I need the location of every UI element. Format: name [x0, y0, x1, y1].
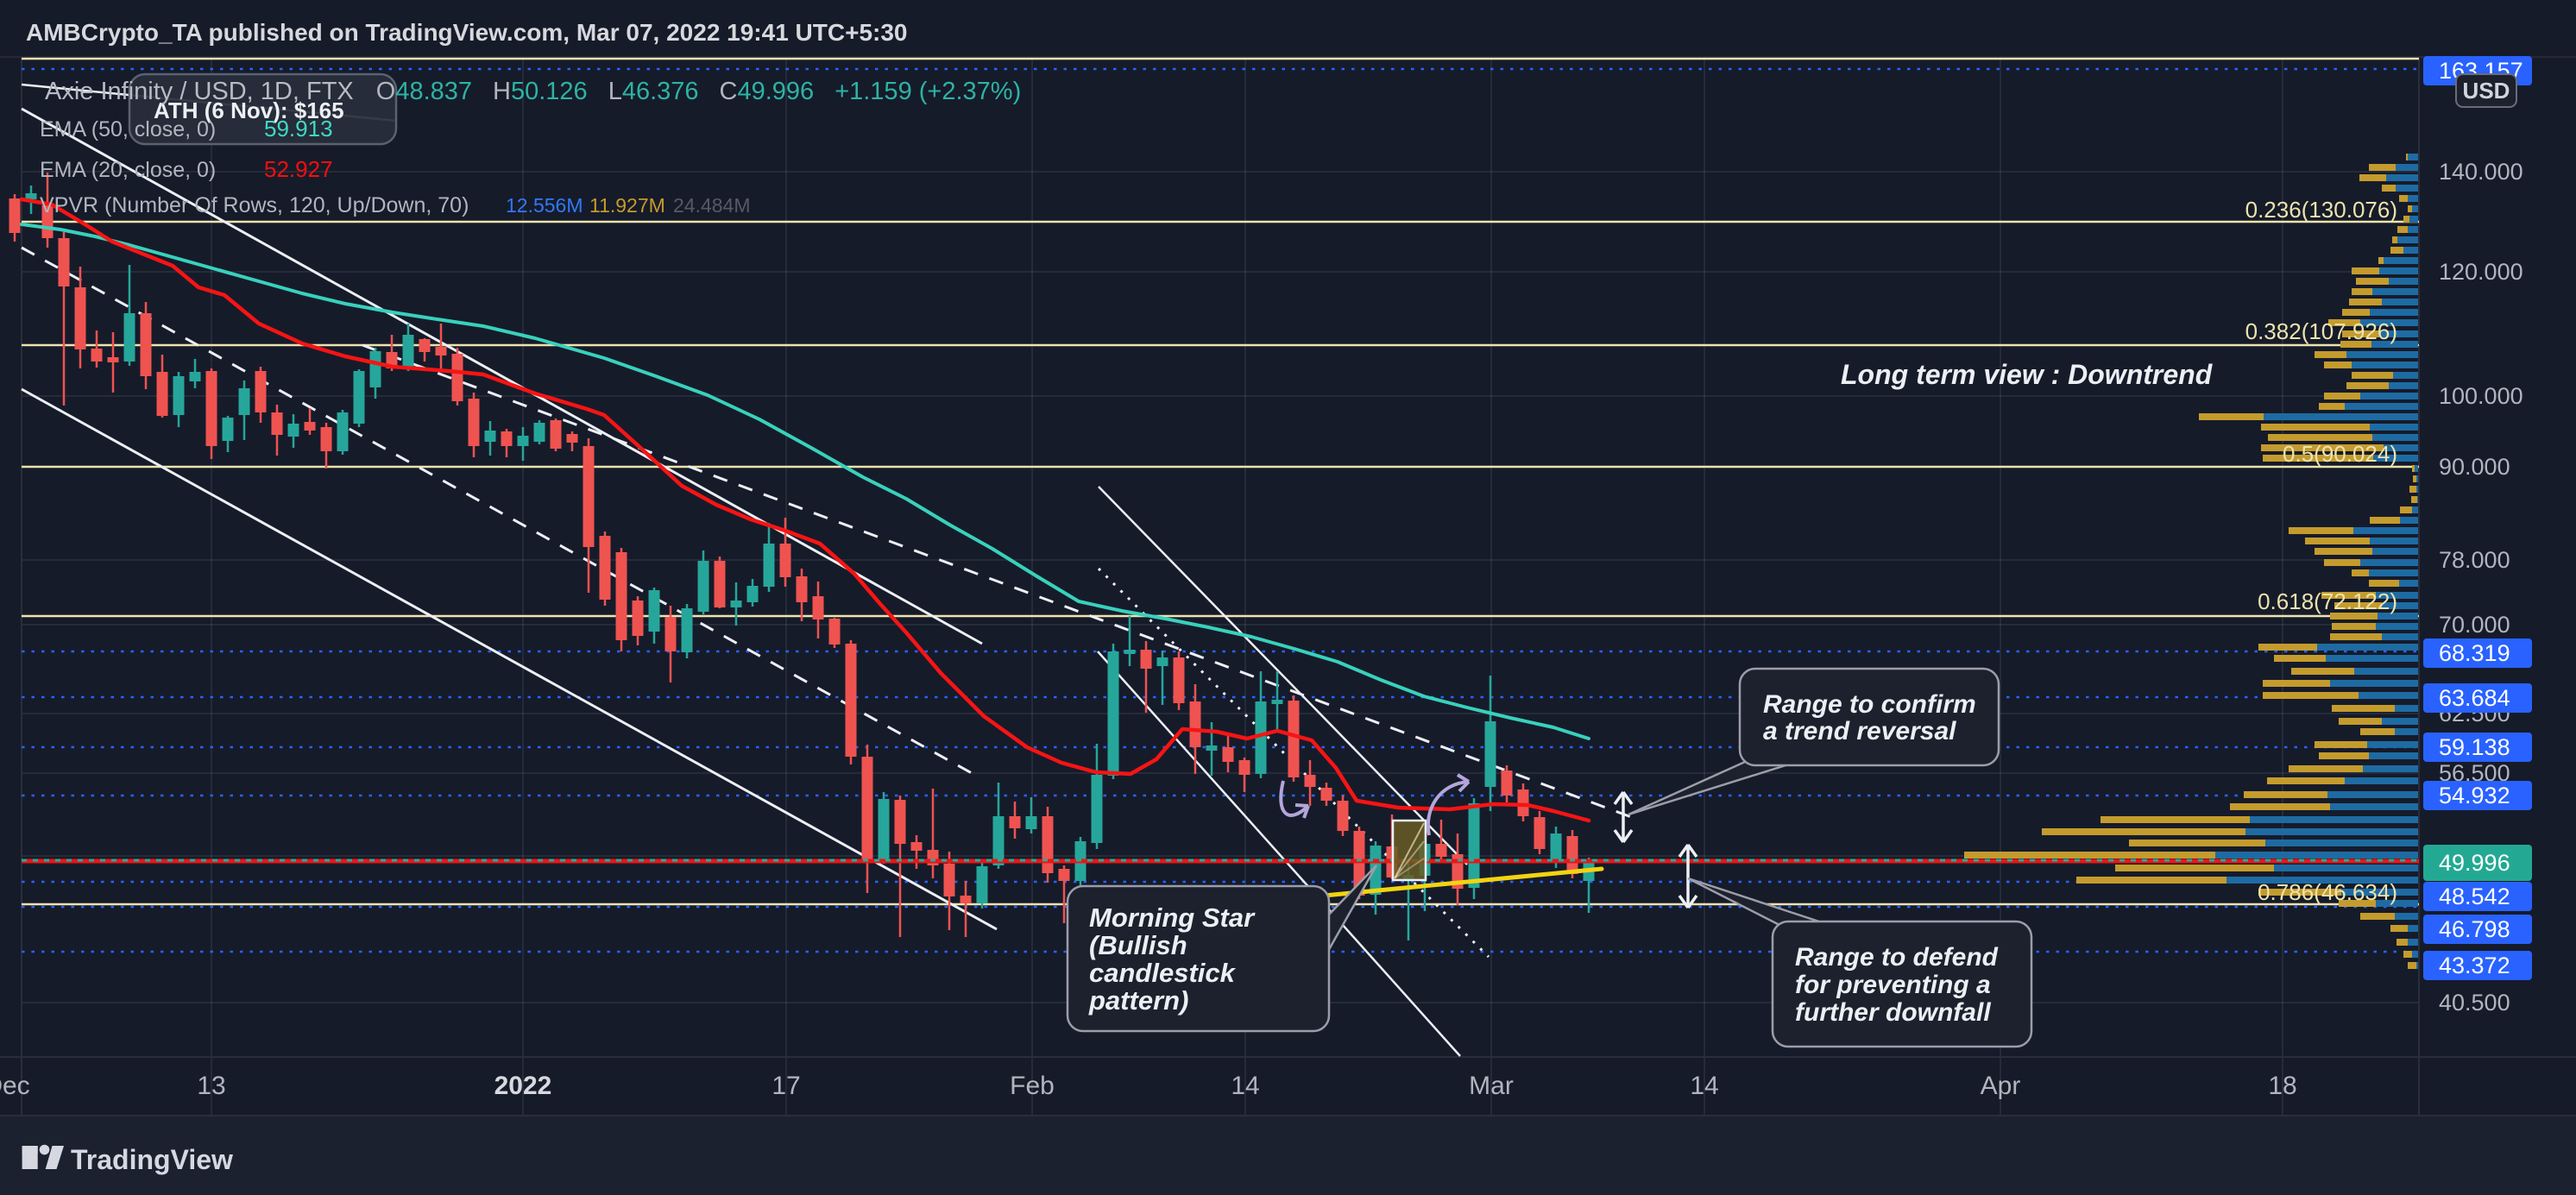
- svg-text:52.927: 52.927: [264, 156, 333, 182]
- svg-text:48.542: 48.542: [2439, 884, 2510, 909]
- svg-text:17: 17: [772, 1072, 800, 1100]
- svg-text:24.484M: 24.484M: [673, 194, 751, 217]
- svg-text:63.684: 63.684: [2439, 685, 2510, 711]
- svg-text:11.927M: 11.927M: [589, 194, 665, 217]
- svg-text:2022: 2022: [494, 1072, 552, 1100]
- svg-text:further downfall: further downfall: [1795, 998, 1991, 1027]
- svg-text:for preventing a: for preventing a: [1795, 971, 1991, 999]
- svg-text:12.556M: 12.556M: [506, 194, 583, 217]
- svg-text:100.000: 100.000: [2439, 383, 2523, 409]
- svg-text:49.996: 49.996: [2439, 850, 2510, 876]
- svg-text:120.000: 120.000: [2439, 259, 2523, 285]
- svg-text:Feb: Feb: [1010, 1072, 1055, 1100]
- svg-text:70.000: 70.000: [2439, 612, 2510, 638]
- svg-text:pattern): pattern): [1088, 985, 1188, 1016]
- svg-text:18: 18: [2268, 1072, 2296, 1100]
- svg-text:14: 14: [1231, 1072, 1259, 1100]
- svg-text:Range to confirm: Range to confirm: [1763, 690, 1976, 719]
- svg-text:(Bullish: (Bullish: [1089, 930, 1187, 960]
- svg-text:TradingView: TradingView: [71, 1144, 233, 1175]
- svg-text:Dec: Dec: [0, 1072, 30, 1100]
- svg-text:VPVR (Number Of Rows, 120, Up/: VPVR (Number Of Rows, 120, Up/Down, 70): [40, 193, 469, 217]
- svg-text:78.000: 78.000: [2439, 547, 2510, 573]
- svg-text:Long term view : Downtrend: Long term view : Downtrend: [1841, 359, 2214, 390]
- svg-text:14: 14: [1690, 1072, 1718, 1100]
- svg-text:59.913: 59.913: [264, 116, 333, 142]
- svg-text:EMA (20, close, 0): EMA (20, close, 0): [40, 158, 216, 182]
- svg-text:ATH (6 Nov): $165: ATH (6 Nov): $165: [154, 97, 344, 123]
- svg-text:43.372: 43.372: [2439, 953, 2510, 978]
- svg-text:Range to defend: Range to defend: [1795, 943, 1999, 972]
- svg-text:54.932: 54.932: [2439, 783, 2510, 808]
- svg-text:USD: USD: [2463, 78, 2510, 104]
- svg-text:140.000: 140.000: [2439, 159, 2523, 185]
- svg-text:0.382(107.926): 0.382(107.926): [2245, 318, 2397, 344]
- svg-text:0.786(46.634): 0.786(46.634): [2258, 879, 2397, 905]
- svg-text:AMBCrypto_TA published on Trad: AMBCrypto_TA published on TradingView.co…: [26, 19, 908, 46]
- svg-text:59.138: 59.138: [2439, 734, 2510, 760]
- svg-text:0.5(90.024): 0.5(90.024): [2283, 441, 2397, 467]
- svg-text:EMA (50, close, 0): EMA (50, close, 0): [40, 117, 216, 142]
- svg-text:90.000: 90.000: [2439, 454, 2510, 480]
- svg-text:46.798: 46.798: [2439, 916, 2510, 942]
- svg-text:0.236(130.076): 0.236(130.076): [2245, 197, 2397, 223]
- svg-text:Mar: Mar: [1469, 1072, 1514, 1100]
- svg-text:a trend reversal: a trend reversal: [1763, 717, 1956, 745]
- svg-text:40.500: 40.500: [2439, 990, 2510, 1016]
- svg-text:68.319: 68.319: [2439, 640, 2510, 666]
- svg-text:Apr: Apr: [1981, 1072, 2021, 1100]
- svg-text:candlestick: candlestick: [1089, 958, 1237, 988]
- svg-text:0.618(72.122): 0.618(72.122): [2258, 588, 2397, 614]
- svg-text:13: 13: [197, 1072, 225, 1100]
- svg-text:Morning Star: Morning Star: [1089, 903, 1256, 933]
